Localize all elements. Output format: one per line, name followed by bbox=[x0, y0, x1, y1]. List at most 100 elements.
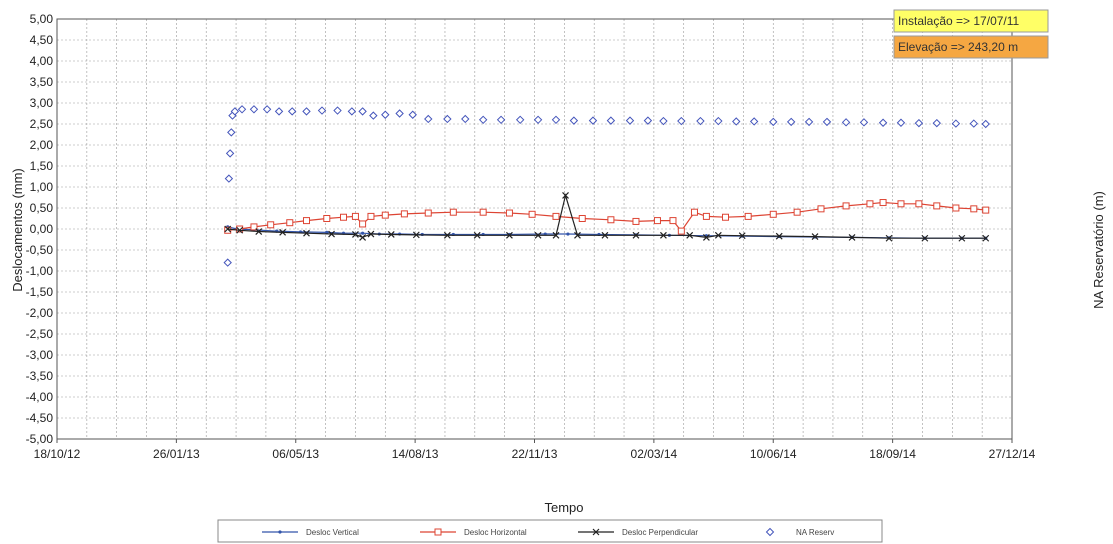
y-axis-title: Deslocamentos (mm) bbox=[10, 168, 25, 292]
data-point-desloc-horizontal bbox=[744, 212, 752, 220]
data-point-na-reserv bbox=[749, 117, 759, 126]
data-point-na-reserv bbox=[786, 117, 796, 127]
legend-items: Desloc Vertical Desloc Horizontal Desloc P… bbox=[262, 527, 834, 537]
legend: Desloc Vertical Desloc Horizontal Desloc P… bbox=[217, 519, 883, 543]
data-point-na-reserv bbox=[878, 118, 888, 127]
legend-swatch-marker bbox=[434, 528, 442, 536]
data-point-desloc-perpendicular bbox=[303, 229, 310, 237]
data-point-na-reserv bbox=[606, 116, 616, 125]
data-point-na-reserv bbox=[551, 115, 561, 125]
data-point-desloc-horizontal bbox=[578, 215, 586, 222]
data-point-na-reserv bbox=[951, 119, 961, 128]
data-point-desloc-horizontal bbox=[479, 208, 487, 216]
data-point-desloc-horizontal bbox=[769, 210, 777, 218]
data-point-desloc-perpendicular bbox=[958, 234, 966, 242]
legend-label: Desloc Horizontal bbox=[464, 528, 527, 537]
data-point-desloc-horizontal bbox=[359, 220, 367, 228]
data-point-desloc-perpendicular bbox=[702, 233, 710, 241]
data-point-na-reserv bbox=[225, 149, 235, 158]
data-point-desloc-perpendicular bbox=[714, 231, 722, 239]
data-point-desloc-perpendicular bbox=[279, 228, 287, 236]
data-point-desloc-perpendicular bbox=[224, 225, 232, 233]
data-point-na-reserv bbox=[333, 106, 342, 115]
data-point-desloc-vertical bbox=[361, 231, 365, 235]
data-point-na-reserv bbox=[896, 118, 906, 127]
data-point-na-reserv bbox=[274, 107, 284, 116]
data-point-na-reserv bbox=[230, 107, 240, 116]
annotation-elevacao-text: Elevação => 243,20 m bbox=[898, 40, 1018, 54]
data-point-desloc-horizontal bbox=[607, 216, 615, 224]
series-layer bbox=[223, 105, 990, 267]
data-point-na-reserv bbox=[677, 116, 686, 126]
legend-box bbox=[217, 519, 883, 543]
y-tick-label: -0,50 bbox=[26, 243, 54, 257]
data-point-na-reserv bbox=[224, 174, 234, 183]
data-point-desloc-perpendicular bbox=[811, 233, 819, 240]
data-point-desloc-perpendicular bbox=[848, 233, 856, 241]
legend-label: NA Reserv bbox=[796, 528, 834, 537]
data-point-desloc-perpendicular bbox=[982, 234, 990, 242]
x-tick-label: 14/08/13 bbox=[392, 447, 439, 461]
y-tick-label: 2,50 bbox=[30, 117, 54, 131]
data-point-na-reserv bbox=[287, 107, 297, 116]
y-tick-label: 4,00 bbox=[30, 54, 54, 68]
data-point-desloc-perpendicular bbox=[367, 230, 375, 238]
legend-item-na-reserv: NA Reserv bbox=[765, 527, 834, 537]
legend-item-desloc-perpendicular: Desloc Perpendicular bbox=[578, 528, 698, 537]
data-point-desloc-horizontal bbox=[817, 205, 825, 213]
data-point-na-reserv bbox=[533, 115, 543, 125]
legend-swatch-marker bbox=[278, 530, 282, 534]
legend-swatch-marker bbox=[592, 528, 600, 536]
data-point-na-reserv bbox=[659, 116, 668, 126]
data-point-desloc-perpendicular bbox=[738, 232, 746, 240]
y-tick-label: -2,00 bbox=[26, 306, 54, 320]
data-point-na-reserv bbox=[227, 128, 236, 137]
data-point-desloc-horizontal bbox=[552, 212, 560, 220]
legend-item-desloc-horizontal: Desloc Horizontal bbox=[420, 528, 527, 537]
data-point-desloc-perpendicular bbox=[562, 191, 569, 199]
data-point-desloc-perpendicular bbox=[552, 231, 560, 239]
data-point-desloc-horizontal bbox=[302, 217, 310, 225]
data-point-desloc-perpendicular bbox=[921, 234, 929, 242]
data-point-na-reserv bbox=[317, 106, 327, 115]
x-tick-label: 18/09/14 bbox=[869, 447, 916, 461]
data-point-desloc-horizontal bbox=[793, 208, 801, 216]
x-axis: 18/10/12 26/01/13 06/05/13 14/08/13 22/11/13… bbox=[34, 439, 1036, 461]
y-tick-label: -2,50 bbox=[26, 327, 54, 341]
data-point-desloc-horizontal bbox=[351, 212, 359, 220]
data-point-desloc-horizontal bbox=[505, 209, 513, 217]
data-point-desloc-perpendicular bbox=[534, 231, 542, 239]
data-point-na-reserv bbox=[696, 116, 705, 126]
data-point-desloc-horizontal bbox=[722, 213, 729, 221]
data-point-desloc-horizontal bbox=[677, 227, 685, 235]
data-point-desloc-horizontal bbox=[690, 208, 698, 216]
data-point-desloc-horizontal bbox=[632, 217, 640, 225]
legend-item-desloc-vertical: Desloc Vertical bbox=[262, 528, 359, 537]
data-point-desloc-horizontal bbox=[267, 221, 275, 229]
annotation-elevacao-box bbox=[893, 35, 1049, 59]
legend-label: Desloc Perpendicular bbox=[622, 528, 698, 537]
data-point-na-reserv bbox=[822, 117, 832, 127]
annotation-elevacao: Elevação => 243,20 m bbox=[893, 35, 1049, 59]
x-tick-label: 22/11/13 bbox=[512, 447, 558, 461]
x-tick-label: 26/01/13 bbox=[153, 447, 200, 461]
data-point-na-reserv bbox=[478, 115, 488, 125]
data-point-desloc-perpendicular bbox=[660, 231, 667, 239]
data-point-desloc-horizontal bbox=[424, 209, 432, 217]
data-point-desloc-perpendicular bbox=[775, 232, 783, 240]
data-point-desloc-horizontal bbox=[400, 210, 408, 218]
y2-axis-title: NA Reservatório (m) bbox=[1091, 191, 1106, 309]
data-point-na-reserv bbox=[408, 110, 417, 119]
data-point-desloc-horizontal bbox=[449, 208, 457, 216]
data-point-desloc-perpendicular bbox=[443, 231, 451, 239]
data-point-na-reserv bbox=[714, 116, 723, 126]
x-tick-label: 10/06/14 bbox=[750, 447, 797, 461]
y-tick-label: 3,00 bbox=[30, 96, 54, 110]
data-point-na-reserv bbox=[262, 105, 272, 114]
data-point-desloc-horizontal bbox=[897, 200, 905, 208]
data-point-desloc-perpendicular bbox=[574, 231, 581, 239]
data-point-desloc-perpendicular bbox=[359, 233, 367, 241]
data-point-na-reserv bbox=[461, 114, 470, 124]
annotation-instalacao: Instalação => 17/07/11 bbox=[893, 9, 1049, 33]
y-tick-label: -4,50 bbox=[26, 411, 54, 425]
